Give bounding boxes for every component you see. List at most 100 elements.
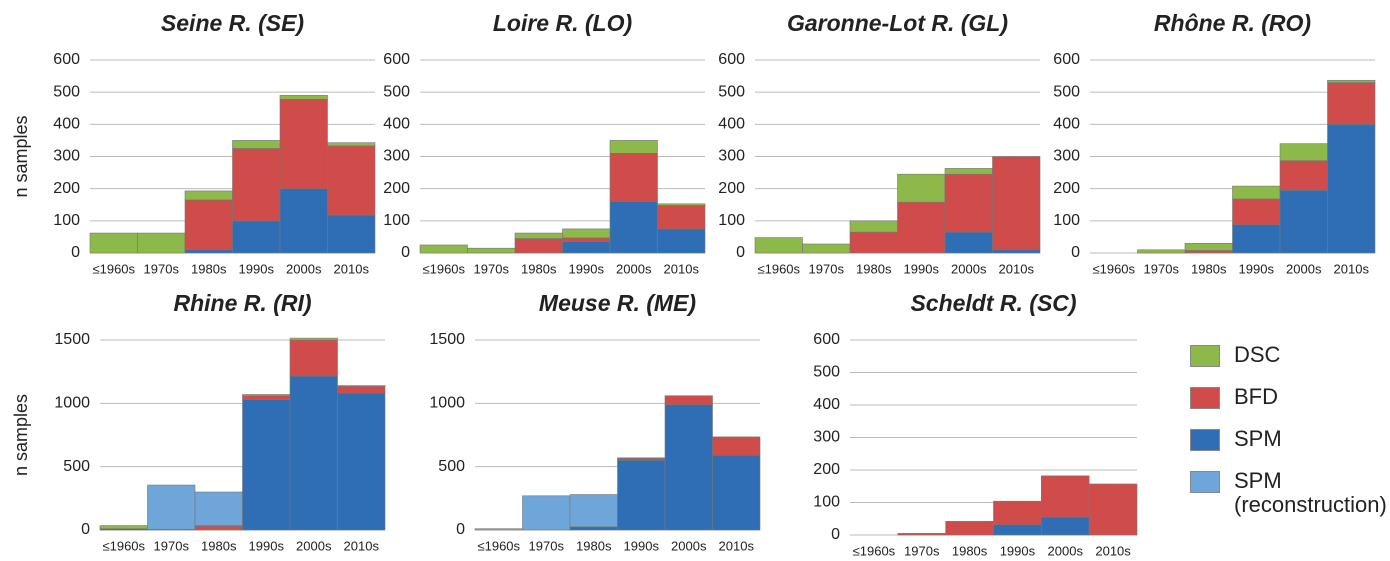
x-tick-label: 2000s <box>616 261 652 276</box>
x-tick-label: ≤1960s <box>757 261 800 276</box>
x-tick-label: 1970s <box>904 543 940 558</box>
y-tick-label: 500 <box>383 83 410 100</box>
bar-segment: BFD <box>184 199 233 251</box>
x-tick-label: 2010s <box>1095 543 1131 558</box>
bar-segment: DSC <box>467 247 516 254</box>
legend-swatch <box>1190 345 1220 367</box>
x-tick-label: 2000s <box>671 538 707 553</box>
bar-segment: DSC <box>242 394 291 397</box>
chart-title: Seine R. (SE) <box>161 10 304 36</box>
y-tick-label: 200 <box>1053 180 1080 197</box>
bar-segment: SPM (reconstruction) <box>522 495 571 531</box>
y-tick-label: 200 <box>718 180 745 197</box>
bar-segment: DSC <box>1137 249 1186 254</box>
bar-segment: BFD <box>1279 160 1328 191</box>
bar-segment: BFD <box>897 533 946 536</box>
bar-segment: SPM <box>232 220 281 254</box>
bar-segment: BFD <box>664 395 713 405</box>
y-tick-label: 400 <box>813 396 840 413</box>
y-tick-label: 100 <box>718 212 745 229</box>
y-tick-label: 600 <box>53 51 80 68</box>
bar-segment: DSC <box>609 140 658 154</box>
legend-label: SPM <box>1234 426 1282 451</box>
bar-segment: DSC <box>944 168 993 175</box>
bar-segment: SPM <box>184 249 233 254</box>
bar-segment: DSC <box>802 243 851 254</box>
bar-segment: SPM <box>1279 189 1328 254</box>
x-tick-label: 1970s <box>1144 261 1180 276</box>
y-tick-label: 400 <box>718 116 745 133</box>
bar-segment: SPM <box>569 526 618 531</box>
x-tick-label: 1990s <box>904 261 940 276</box>
bar-segment: SPM <box>1327 124 1376 254</box>
legend-item: BFD <box>1190 384 1390 409</box>
chart-title: Rhine R. (RI) <box>174 290 312 316</box>
bar-segment: DSC <box>1327 79 1376 83</box>
x-tick-label: 1980s <box>1191 261 1227 276</box>
bar-segment: BFD <box>327 145 376 216</box>
y-tick-label: 100 <box>383 212 410 229</box>
chart-title: Garonne-Lot R. (GL) <box>787 10 1008 36</box>
y-axis-label: n samples <box>11 394 31 476</box>
bar-segment: DSC <box>897 173 946 203</box>
y-tick-label: 1000 <box>429 395 465 412</box>
bar-segment: DSC <box>754 237 803 254</box>
y-tick-label: 0 <box>831 526 840 543</box>
x-tick-label: 1990s <box>249 538 285 553</box>
y-tick-label: 100 <box>53 212 80 229</box>
y-axis-label: n samples <box>11 115 31 197</box>
legend-swatch <box>1190 387 1220 409</box>
y-tick-label: 0 <box>456 521 465 538</box>
x-tick-label: 1990s <box>1239 261 1275 276</box>
bar-segment: BFD <box>992 156 1041 251</box>
x-tick-label: 1990s <box>569 261 605 276</box>
bar-segment: DSC <box>89 232 138 254</box>
y-tick-label: 0 <box>81 521 90 538</box>
x-tick-label: ≤1960s <box>477 538 520 553</box>
bar-segment: BFD <box>945 521 994 536</box>
bar-segment: DSC <box>137 232 186 254</box>
x-tick-label: 2000s <box>1048 543 1084 558</box>
bar-segment: DSC <box>657 203 706 206</box>
bar-segment: BFD <box>232 148 281 222</box>
y-tick-label: 400 <box>383 116 410 133</box>
chart-title: Rhône R. (RO) <box>1154 10 1311 36</box>
chart-title: Loire R. (LO) <box>493 10 632 36</box>
x-tick-label: 1970s <box>154 538 190 553</box>
bar-segment: BFD <box>514 238 563 254</box>
bar-segment: DSC <box>514 232 563 239</box>
legend-label: BFD <box>1234 384 1278 409</box>
y-tick-label: 300 <box>1053 148 1080 165</box>
bar-segment: SPM <box>993 524 1042 536</box>
bar-segment: DSC <box>1184 243 1233 251</box>
legend-item: SPM <box>1190 426 1390 451</box>
bar-segment: SPM <box>657 228 706 254</box>
x-tick-label: 1980s <box>201 538 237 553</box>
bar-segment: BFD <box>242 395 291 400</box>
bar-segment: DSC <box>232 140 281 149</box>
x-tick-label: ≤1960s <box>422 261 465 276</box>
bar-segment: SPM <box>992 249 1041 254</box>
y-tick-label: 200 <box>383 180 410 197</box>
y-tick-label: 0 <box>736 244 745 261</box>
y-tick-label: 400 <box>53 116 80 133</box>
bar-segment: SPM <box>337 392 386 531</box>
bar-segment: SPM <box>944 231 993 254</box>
y-tick-label: 300 <box>53 148 80 165</box>
x-tick-label: 1990s <box>624 538 660 553</box>
bar-segment: DSC <box>99 525 148 530</box>
x-tick-label: 2010s <box>344 538 380 553</box>
bar-segment: DSC <box>849 220 898 233</box>
bar-segment: SPM (reconstruction) <box>147 484 196 530</box>
x-tick-label: ≤1960s <box>102 538 145 553</box>
x-tick-label: 2010s <box>334 261 370 276</box>
y-tick-label: 300 <box>718 148 745 165</box>
x-tick-label: 1980s <box>521 261 557 276</box>
bar-segment: BFD <box>1232 198 1281 225</box>
bar-segment: DSC <box>474 528 523 531</box>
bar-segment: BFD <box>1327 82 1376 125</box>
x-tick-label: 2000s <box>296 538 332 553</box>
bar-segment: BFD <box>944 173 993 233</box>
bar-segment: SPM <box>242 399 291 531</box>
